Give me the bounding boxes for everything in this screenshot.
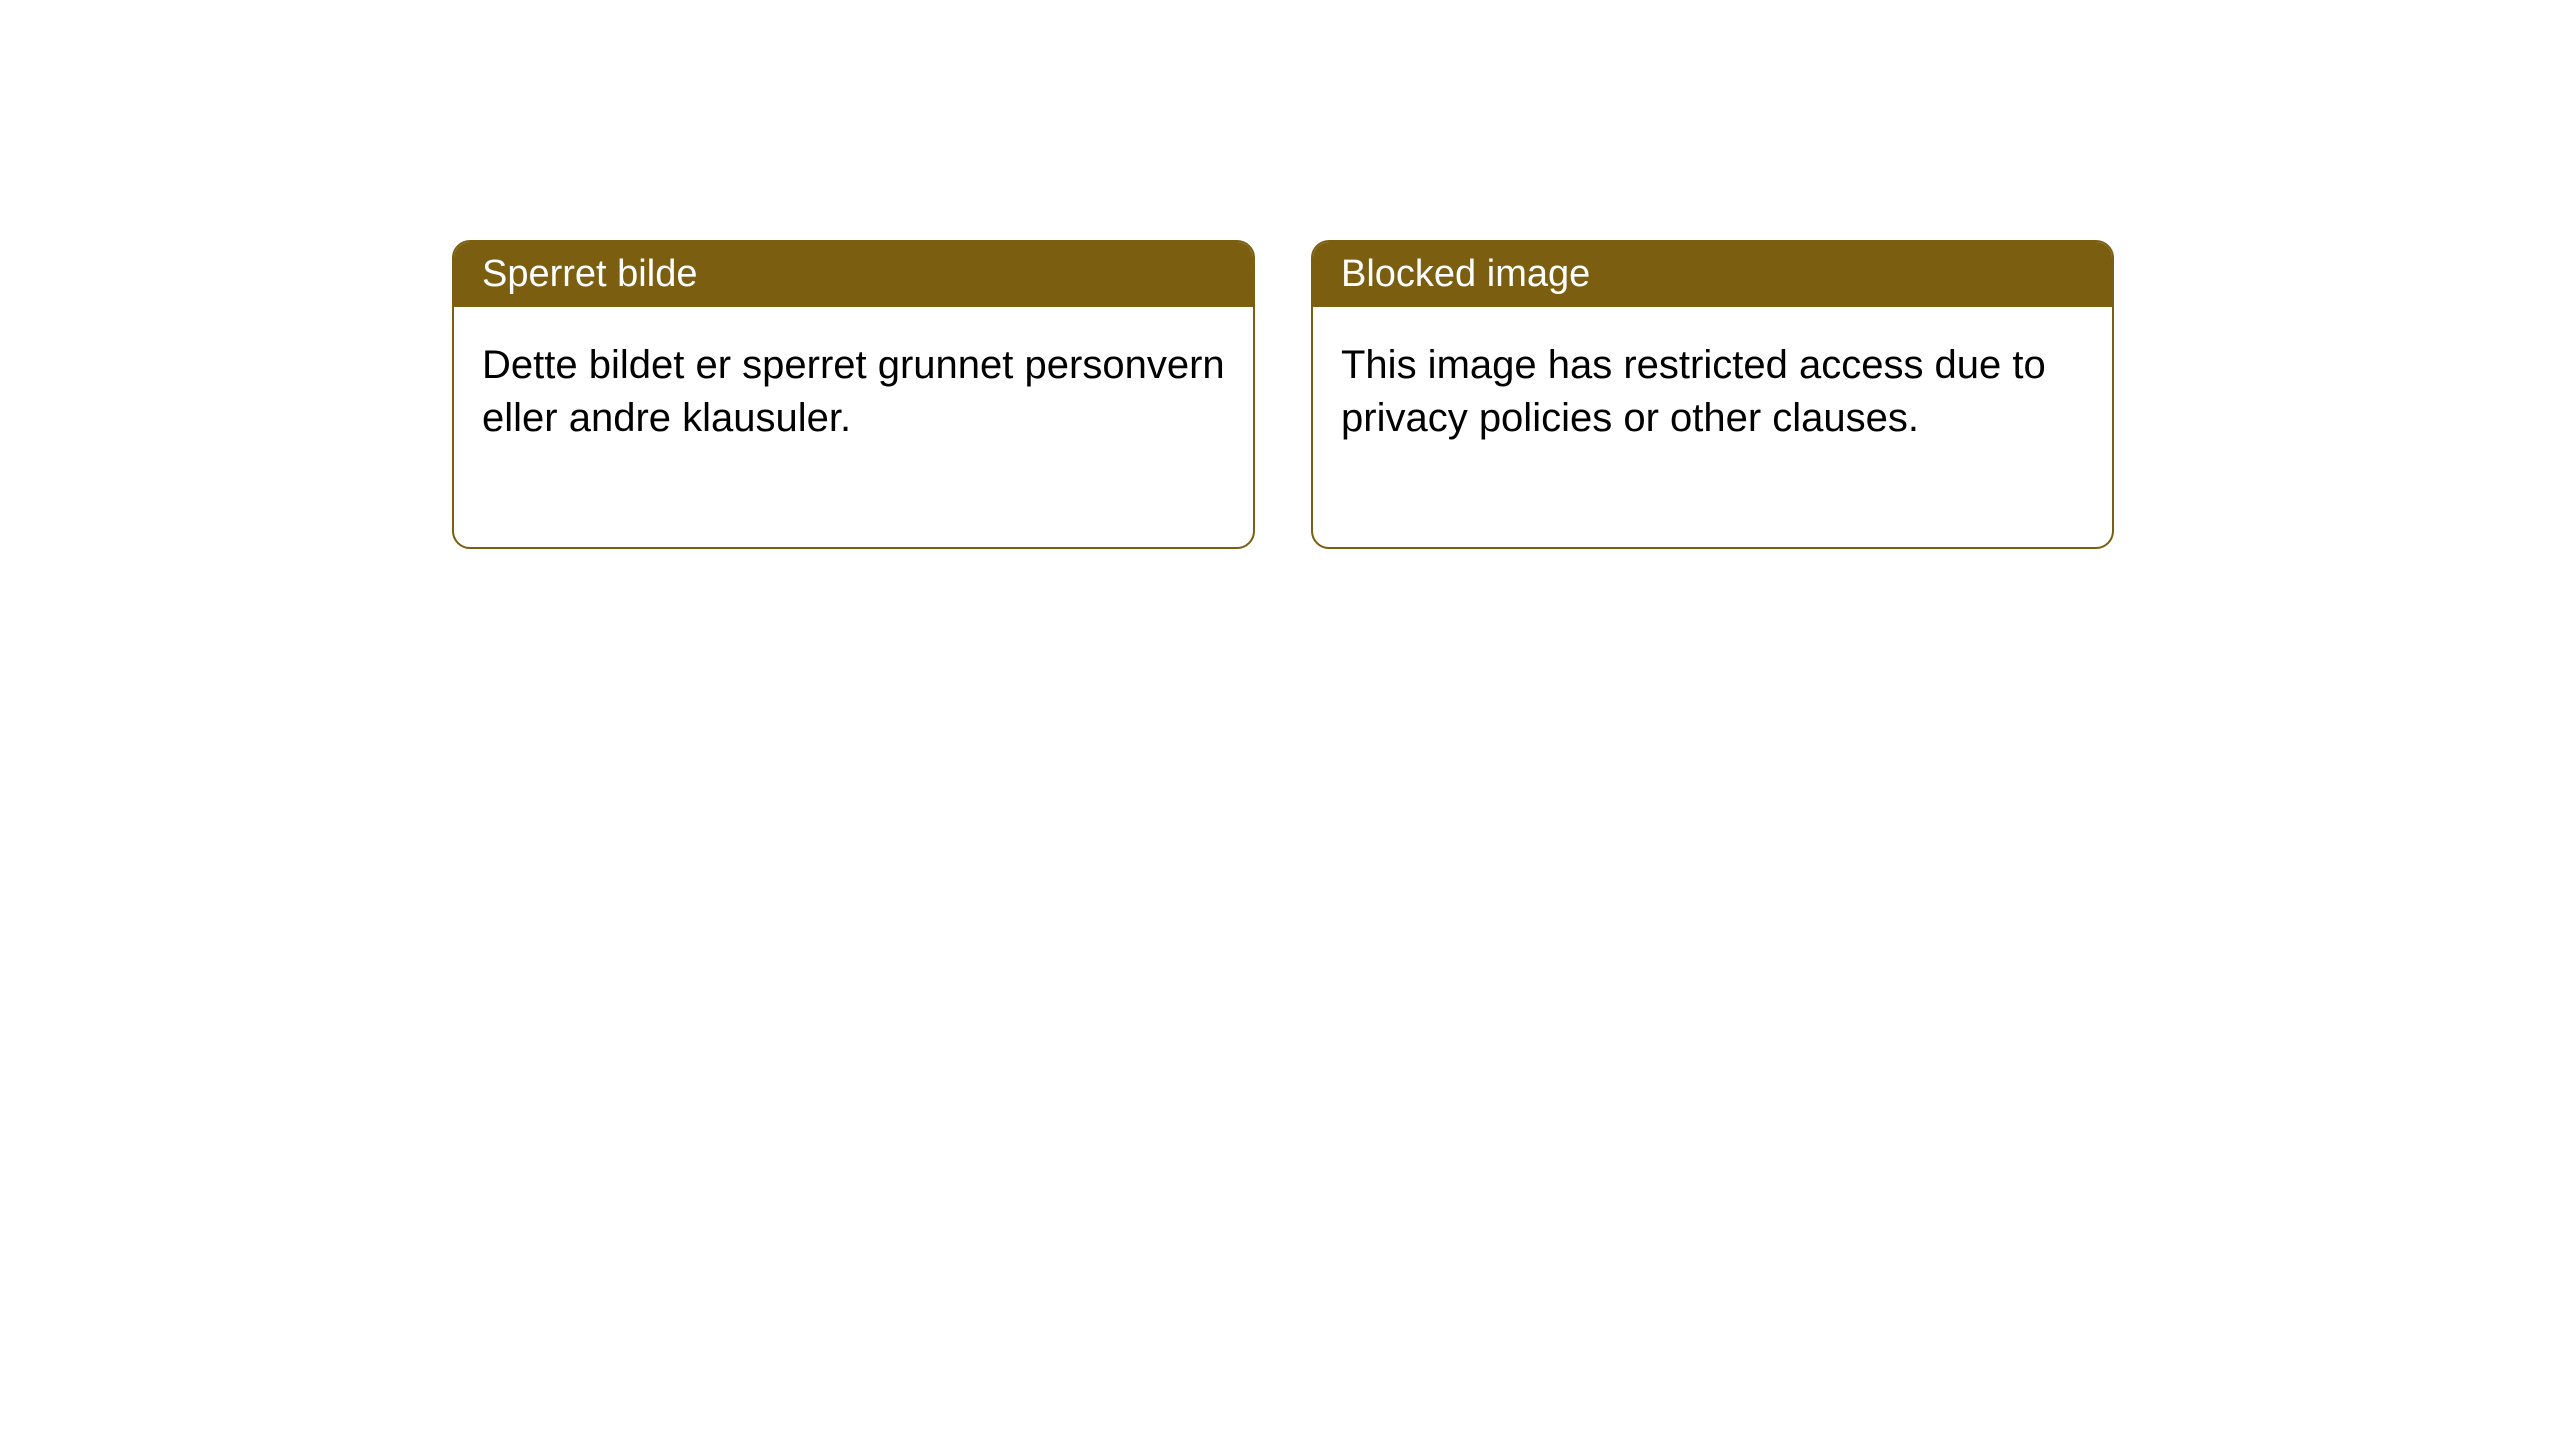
card-title: Sperret bilde <box>482 253 697 295</box>
card-body-text: This image has restricted access due to … <box>1341 343 2046 440</box>
notice-card-english: Blocked image This image has restricted … <box>1311 240 2114 549</box>
card-title: Blocked image <box>1341 253 1590 295</box>
card-header: Blocked image <box>1313 242 2112 307</box>
notice-card-norwegian: Sperret bilde Dette bildet er sperret gr… <box>452 240 1255 549</box>
card-body: Dette bildet er sperret grunnet personve… <box>454 307 1253 547</box>
notice-cards-container: Sperret bilde Dette bildet er sperret gr… <box>452 240 2114 549</box>
card-body: This image has restricted access due to … <box>1313 307 2112 547</box>
card-body-text: Dette bildet er sperret grunnet personve… <box>482 343 1225 440</box>
card-header: Sperret bilde <box>454 242 1253 307</box>
